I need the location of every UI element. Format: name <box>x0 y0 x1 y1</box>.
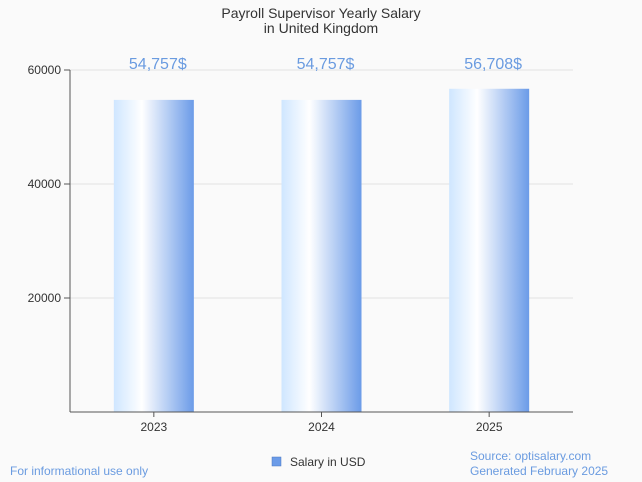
data-label-2023: 54,757$ <box>129 56 187 73</box>
chart-title-line-1: Payroll Supervisor Yearly Salary <box>221 5 420 21</box>
bar-2025 <box>449 88 530 412</box>
y-axis-ticks: 20000 40000 60000 <box>28 63 70 305</box>
x-tick-label-2024: 2024 <box>308 420 335 434</box>
y-tick-label: 40000 <box>28 177 62 191</box>
legend-label: Salary in USD <box>290 455 366 469</box>
chart-title-line-2: in United Kingdom <box>264 20 378 36</box>
bar-2024 <box>281 99 362 412</box>
x-tick-label-2025: 2025 <box>476 420 503 434</box>
y-tick-label: 20000 <box>28 291 62 305</box>
bars <box>113 88 530 412</box>
data-labels: 54,757$ 54,757$ 56,708$ <box>129 56 522 73</box>
generated-note: Generated February 2025 <box>470 464 608 478</box>
data-label-2024: 54,757$ <box>297 56 355 73</box>
x-tick-label-2023: 2023 <box>140 420 167 434</box>
info-note: For informational use only <box>10 464 148 478</box>
legend-swatch <box>271 456 282 467</box>
x-axis-ticks: 2023 2024 2025 <box>140 412 503 434</box>
source-note: Source: optisalary.com <box>470 449 591 463</box>
bar-2023 <box>113 99 194 412</box>
y-tick-label: 60000 <box>28 63 62 77</box>
legend: Salary in USD <box>271 455 366 469</box>
data-label-2025: 56,708$ <box>464 56 522 73</box>
